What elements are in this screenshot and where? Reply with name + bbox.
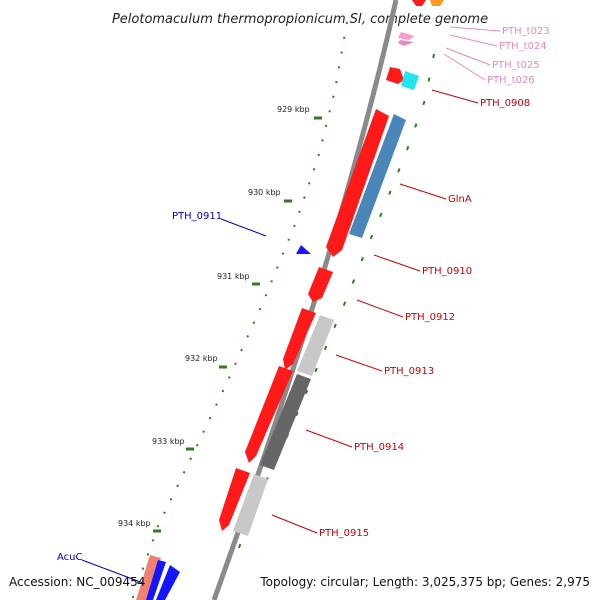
- genome-title: Pelotomaculum thermopropionicum SI, comp…: [112, 12, 488, 27]
- trna-gene-2: [398, 40, 414, 46]
- gene-leaders-left: [81, 218, 267, 584]
- gene-bottom-salmon: [136, 555, 161, 600]
- gene-pth-0914-red: [245, 366, 293, 463]
- gene-pth-0910: [308, 267, 333, 302]
- gene-leaders-right: [271, 89, 479, 534]
- gene-label-pth-0915: PTH_0915: [319, 528, 369, 539]
- gene-pth-0915-grey: [233, 474, 268, 536]
- kbp-label-934: 934 kbp: [118, 519, 151, 528]
- gene-label-acuc: AcuC: [57, 552, 83, 563]
- gene-pth-0914-grey: [260, 374, 311, 470]
- gene-label-glna: GlnA: [448, 194, 472, 205]
- gene-glna-red: [326, 109, 389, 257]
- gene-pth-0908: [386, 67, 404, 84]
- kbp-label-929: 929 kbp: [277, 105, 310, 114]
- gene-label-pth-0912: PTH_0912: [405, 312, 455, 323]
- kbp-label-932: 932 kbp: [185, 354, 218, 363]
- kbp-tick-marks: [153, 116, 322, 533]
- gene-label-pth-t025: PTH_t025: [492, 60, 540, 71]
- gene-pth-0913-red: [283, 308, 316, 370]
- gene-ring-ticks: [233, 53, 435, 561]
- trna-gene-1: [398, 32, 414, 40]
- gene-top-orange-partial: [430, 0, 444, 6]
- gene-label-pth-0914: PTH_0914: [354, 442, 404, 453]
- gene-pth-0913-grey: [297, 315, 334, 376]
- kbp-label-930: 930 kbp: [248, 188, 281, 197]
- gene-label-pth-t023: PTH_t023: [502, 26, 550, 37]
- accession-text: Accession: NC_009454: [9, 575, 145, 589]
- gene-top-red-partial: [412, 0, 426, 6]
- kbp-label-933: 933 kbp: [152, 437, 185, 446]
- gene-pth-0911: [296, 245, 311, 254]
- gene-label-pth-0913: PTH_0913: [384, 366, 434, 377]
- trna-leaders: [443, 26, 501, 81]
- gene-label-pth-0911: PTH_0911: [172, 211, 222, 222]
- gene-glna-blue: [349, 114, 406, 238]
- gene-bottom-blue-2: [156, 565, 180, 600]
- topology-text: Topology: circular; Length: 3,025,375 bp…: [259, 575, 590, 589]
- gene-label-pth-0908: PTH_0908: [480, 98, 530, 109]
- kbp-label-931: 931 kbp: [217, 272, 250, 281]
- gene-label-pth-t026: PTH_t026: [487, 75, 535, 86]
- gene-cyan: [401, 71, 419, 90]
- gene-pth-0915-red: [219, 468, 250, 531]
- scale-ring: [131, 21, 348, 600]
- gene-label-pth-0910: PTH_0910: [422, 266, 472, 277]
- gene-label-pth-t024: PTH_t024: [499, 41, 547, 52]
- gene-bottom-blue-1: [146, 560, 166, 600]
